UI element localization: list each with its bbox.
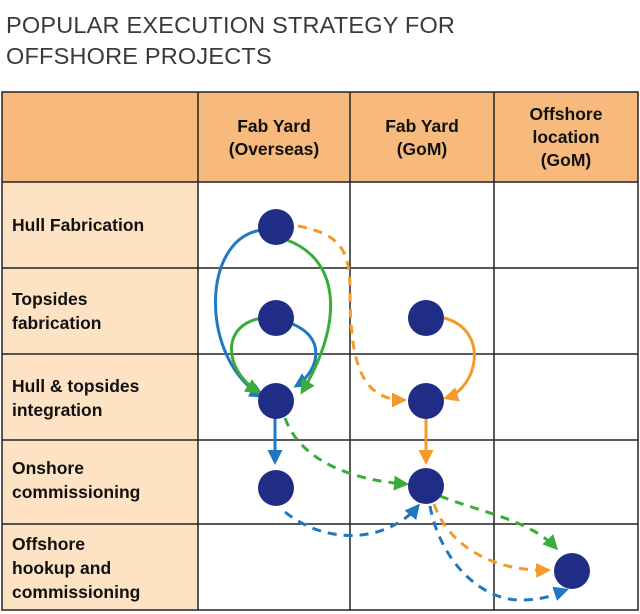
rowlabel-column-bg bbox=[2, 182, 198, 610]
header-row-bg bbox=[2, 92, 638, 182]
node-commissioning-gom bbox=[408, 468, 444, 504]
orange-gom-to-hookup bbox=[432, 503, 551, 578]
node-topsides-gom bbox=[408, 300, 444, 336]
green-integration-to-gom-commissioning bbox=[283, 417, 409, 491]
node-integration-overseas bbox=[258, 383, 294, 419]
node-hookup-offshore bbox=[554, 553, 590, 589]
column-header-fab-yard-gom: Fab Yard (GoM) bbox=[385, 116, 459, 159]
green-topsides-to-integration bbox=[230, 316, 263, 394]
grid-lines bbox=[1, 91, 639, 611]
node-commissioning-overseas bbox=[258, 470, 294, 506]
node-integration-gom bbox=[408, 383, 444, 419]
row-label-offshore-hookup: Offshore hookup and commissioning bbox=[12, 534, 141, 602]
row-label-topsides-fabrication: Topsides fabrication bbox=[12, 289, 102, 333]
green-hull-to-integration bbox=[286, 238, 333, 395]
nodes bbox=[258, 209, 590, 589]
node-hull-overseas bbox=[258, 209, 294, 245]
diagram-title: POPULAR EXECUTION STRATEGY FOR OFFSHORE … bbox=[6, 12, 456, 69]
row-label-onshore-commissioning: Onshore commissioning bbox=[12, 458, 141, 502]
green-paths bbox=[230, 238, 559, 551]
green-gom-to-hookup bbox=[439, 494, 559, 551]
row-label-hull-topsides-integration: Hull & topsides integration bbox=[12, 376, 140, 420]
row-label-hull-fabrication: Hull Fabrication bbox=[12, 215, 145, 235]
blue-commissioning-to-gom bbox=[284, 503, 420, 537]
node-topsides-overseas bbox=[258, 300, 294, 336]
blue-gom-to-hookup bbox=[428, 505, 569, 602]
column-header-fab-yard-overseas: Fab Yard (Overseas) bbox=[228, 116, 320, 159]
column-header-offshore-location: Offshore location (GoM) bbox=[529, 104, 603, 170]
orange-hull-to-gom-integration bbox=[297, 224, 407, 408]
orange-topsides-to-integration bbox=[443, 316, 476, 402]
orange-paths bbox=[297, 224, 551, 578]
